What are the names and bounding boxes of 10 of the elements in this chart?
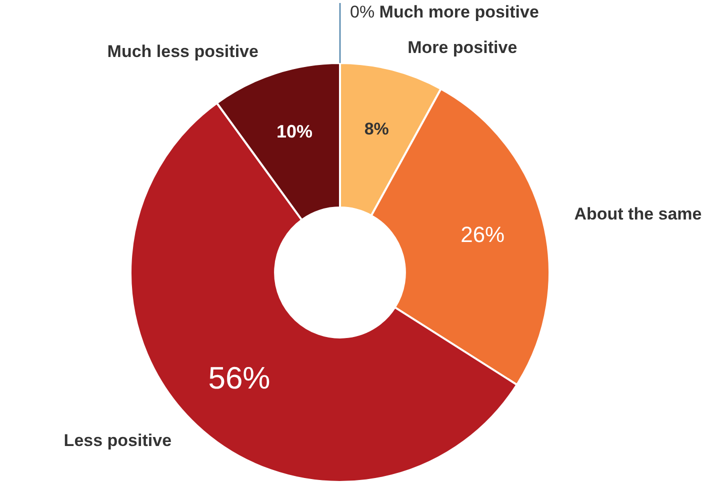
slice-label: More positive bbox=[408, 38, 518, 57]
text: 0% bbox=[350, 2, 375, 22]
data-label: 10% bbox=[276, 121, 313, 142]
slice-label: Less positive bbox=[64, 430, 172, 450]
data-label: 56% bbox=[208, 360, 270, 396]
slice-label: About the same bbox=[574, 204, 702, 224]
category-label: Much more positive bbox=[379, 2, 539, 22]
data-label: 26% bbox=[460, 222, 505, 247]
slice-label: Much less positive bbox=[107, 42, 258, 62]
data-label: 8% bbox=[364, 120, 389, 139]
